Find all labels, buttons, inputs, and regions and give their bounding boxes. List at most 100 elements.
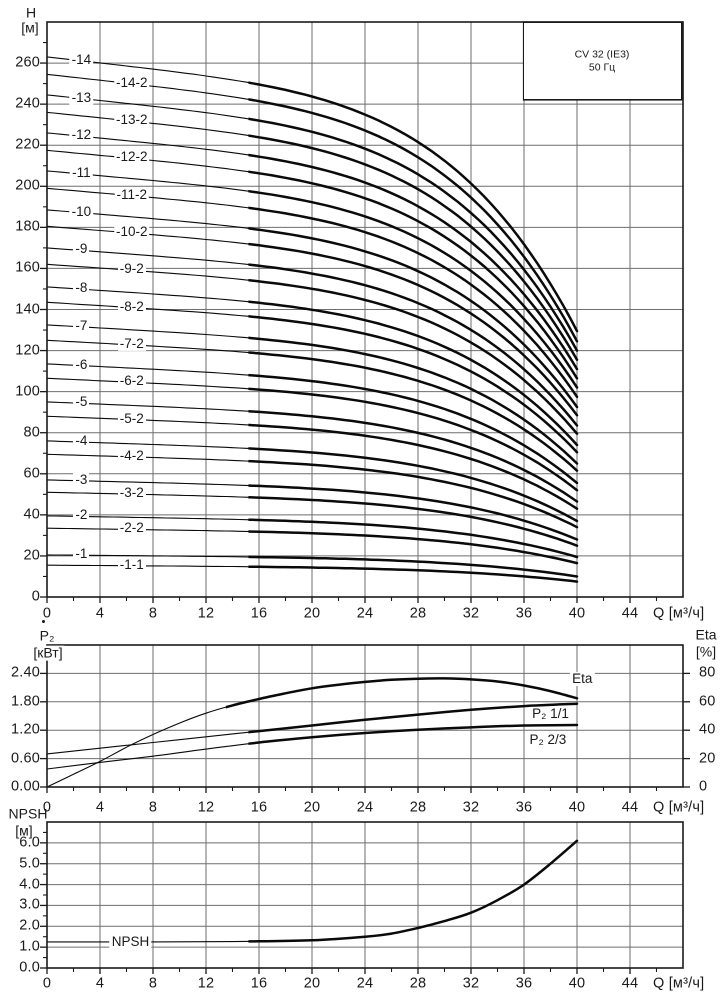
head-curve-label: -2 — [73, 507, 90, 523]
head-curve-label: -14 — [69, 51, 94, 67]
head-curve-duty-1 — [248, 555, 579, 578]
x-tick-label: 20 — [303, 799, 321, 816]
head-curve-duty-5-2 — [248, 423, 579, 510]
head-curve-label: -14-2 — [114, 74, 150, 90]
head-curve-duty-2-2 — [248, 530, 579, 565]
x-tick-label: 12 — [197, 799, 215, 816]
y-tick-label: 180 — [15, 218, 40, 235]
head-curve-duty-9-2 — [248, 278, 579, 435]
x-tick-label: 32 — [462, 604, 480, 621]
head-curve-label: -4 — [73, 432, 90, 449]
x-tick-label: 12 — [197, 974, 215, 991]
y-tick-label: 260 — [15, 54, 40, 71]
head-curve-label: -1 — [73, 546, 90, 562]
y-tick-label: 1.0 — [19, 938, 40, 955]
x-axis-unit-label: Q [м³/ч] — [653, 799, 705, 816]
x-tick-label: 36 — [515, 974, 533, 991]
head-curve-label: -10-2 — [114, 223, 150, 240]
head-curve-duty-13-2 — [248, 134, 579, 362]
head-curve-label: -12 — [69, 127, 94, 143]
x-tick-label: 24 — [356, 974, 374, 991]
x-tick-label: 44 — [621, 604, 639, 621]
eta-axis-unit: [%] — [695, 643, 717, 660]
head-curve-duty-4 — [248, 447, 579, 523]
y-tick-label: 0.00 — [10, 778, 40, 795]
x-tick-label: 28 — [409, 974, 427, 991]
x-tick-label: 8 — [148, 974, 158, 991]
npsh-axis-title: NPSH — [8, 805, 48, 822]
head-curve-duty-11 — [248, 189, 579, 389]
y-tick-label: 3.0 — [19, 896, 40, 913]
x-tick-label: 44 — [621, 799, 639, 816]
head-curve-label: -7 — [73, 317, 90, 333]
x-tick-label: 0 — [42, 974, 52, 991]
y-tick-label: 140 — [15, 300, 40, 317]
power-axis-unit: [кВт] — [31, 644, 65, 661]
head-curve-label: -12-2 — [114, 149, 150, 165]
head-curve-label: -13-2 — [114, 112, 150, 128]
head-curve-duty-12 — [248, 153, 579, 371]
head-curve-label: -11 — [70, 164, 93, 181]
curve-P₂ 2/3-duty — [248, 723, 579, 745]
x-tick-label: 12 — [197, 604, 215, 621]
x-tick-label: 36 — [515, 604, 533, 621]
power-curve-label: P₂ 1/1 — [530, 706, 571, 722]
x-tick-label: 24 — [356, 604, 374, 621]
eta-axis-title: Eta — [695, 626, 717, 643]
y-tick-label: 80 — [23, 424, 40, 441]
head-curve-label: -6-2 — [117, 373, 146, 389]
head-curve-duty-4-2 — [248, 459, 579, 529]
x-tick-label: 32 — [462, 799, 480, 816]
power-curve-label: Eta — [570, 670, 595, 687]
head-curve-duty-11-2 — [248, 206, 579, 399]
head-curve-label: -9 — [73, 241, 90, 257]
y-tick-label: 1.20 — [10, 721, 40, 738]
x-tick-label: 20 — [303, 974, 321, 991]
x-tick-label: 28 — [409, 604, 427, 621]
head-curve-label: -2-2 — [117, 520, 146, 536]
x-tick-label: 36 — [515, 799, 533, 816]
y-tick-label: 5.0 — [19, 855, 40, 872]
frequency-label: 50 Гц — [588, 61, 616, 74]
x-tick-label: 40 — [568, 799, 586, 816]
npsh-axis-unit: [м] — [15, 822, 33, 839]
head-curve-label: -4-2 — [117, 447, 146, 463]
y-tick-label: 1.80 — [10, 693, 40, 710]
y-tick-label: 220 — [15, 136, 40, 153]
head-curve-duty-2 — [248, 518, 579, 559]
x-tick-label: 8 — [148, 604, 158, 621]
y-tick-label: 6.0 — [19, 834, 40, 851]
power-axis-title: P₂ — [39, 627, 55, 644]
x-tick-label: 8 — [148, 799, 158, 816]
y-tick-label: 100 — [15, 383, 40, 400]
curve-Eta-duty — [225, 677, 579, 709]
y-tick-label: 120 — [15, 341, 40, 358]
x-tick-label: 16 — [250, 974, 268, 991]
head-curve-label: -13 — [69, 89, 94, 105]
head-curve-duty-1-1 — [248, 565, 579, 583]
head-axis-unit: [м] — [21, 19, 39, 36]
head-curve-duty-7 — [248, 336, 579, 465]
y-tick-label: 160 — [15, 259, 40, 276]
head-curve-duty-10 — [248, 227, 579, 409]
x-axis-unit-label: Q [м³/ч] — [653, 974, 705, 991]
head-curve-label: -6 — [73, 356, 90, 372]
head-axis-title: H — [25, 4, 37, 21]
head-curve-label: -8-2 — [117, 298, 146, 314]
eta-tick-label: 40 — [699, 721, 716, 738]
head-curve-duty-10-2 — [248, 242, 579, 417]
x-tick-label: 16 — [250, 799, 268, 816]
head-curve-label: -11-2 — [114, 186, 150, 202]
head-curve-duty-3-2 — [248, 496, 579, 547]
frames-and-ticks — [40, 21, 690, 974]
head-curve-label: -3 — [73, 471, 90, 487]
x-tick-label: 44 — [621, 974, 639, 991]
head-curve-label: -10 — [69, 203, 94, 219]
x-axis-unit-label: Q [м³/ч] — [653, 604, 705, 621]
x-tick-label: 16 — [250, 604, 268, 621]
y-tick-label: 2.0 — [19, 917, 40, 934]
x-tick-label: 4 — [95, 799, 105, 816]
head-curve-duty-14-2 — [248, 98, 579, 343]
head-curve-label: -9-2 — [117, 261, 146, 277]
